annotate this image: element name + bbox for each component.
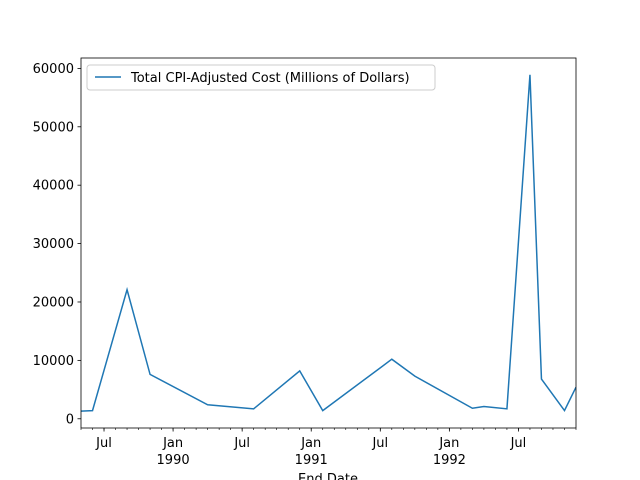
y-tick-label: 20000 [33, 295, 74, 310]
x-tick-year: 1992 [433, 453, 466, 468]
x-tick-year: 1991 [295, 453, 328, 468]
legend: Total CPI-Adjusted Cost (Millions of Dol… [86, 64, 436, 91]
x-tick-label: Jul [95, 436, 112, 451]
plot-area [81, 74, 576, 413]
x-tick-label: Jan [438, 436, 459, 451]
legend-label: Total CPI-Adjusted Cost (Millions of Dol… [130, 71, 410, 86]
x-tick-label: Jan [162, 436, 183, 451]
y-tick-label: 40000 [33, 179, 74, 194]
y-tick-label: 50000 [33, 120, 74, 135]
y-tick-label: 30000 [33, 237, 74, 252]
x-axis-label: End Date [298, 472, 358, 480]
legend-box [86, 64, 436, 91]
y-tick-label: 60000 [33, 62, 74, 77]
x-tick-label: Jul [510, 436, 527, 451]
x-tick-label: Jul [233, 436, 250, 451]
x-tick-year: 1990 [157, 453, 190, 468]
line-series [81, 74, 576, 413]
axes-frame [80, 57, 577, 429]
y-tick-label: 0 [66, 412, 74, 427]
x-tick-label: Jan [300, 436, 321, 451]
x-tick-label: Jul [371, 436, 388, 451]
y-tick-label: 10000 [33, 354, 74, 369]
